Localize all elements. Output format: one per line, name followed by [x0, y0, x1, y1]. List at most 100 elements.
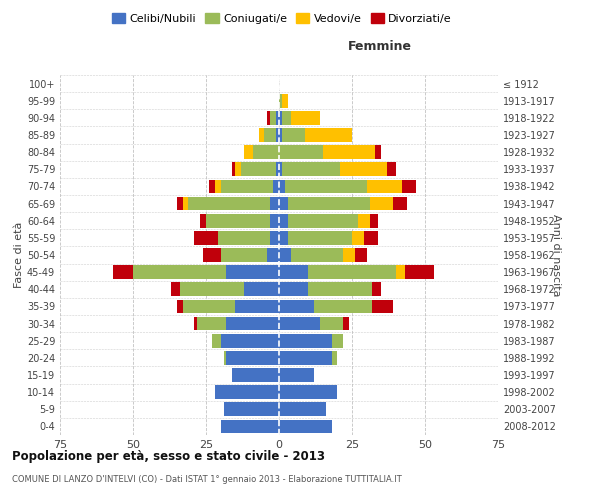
Bar [268, 248, 279, 262]
Bar [279, 111, 282, 124]
Bar [221, 180, 273, 194]
Bar [279, 300, 314, 314]
Bar [282, 111, 290, 124]
Bar [358, 214, 370, 228]
Bar [279, 351, 332, 364]
Bar [194, 231, 218, 244]
Bar [194, 316, 197, 330]
Bar [279, 128, 282, 142]
Bar [404, 266, 434, 279]
Bar [253, 146, 279, 159]
Bar [279, 162, 282, 176]
Bar [133, 266, 226, 279]
Bar [332, 334, 343, 347]
Legend: Celibi/Nubili, Coniugati/e, Vedovi/e, Divorziati/e: Celibi/Nubili, Coniugati/e, Vedovi/e, Di… [110, 10, 454, 26]
Bar [241, 162, 276, 176]
Bar [177, 196, 182, 210]
Bar [113, 266, 133, 279]
Bar [224, 402, 279, 416]
Bar [279, 334, 332, 347]
Bar [215, 386, 279, 399]
Bar [270, 196, 279, 210]
Bar [171, 282, 180, 296]
Bar [308, 266, 396, 279]
Bar [279, 196, 288, 210]
Bar [265, 128, 276, 142]
Bar [235, 162, 241, 176]
Bar [279, 266, 308, 279]
Bar [288, 214, 358, 228]
Bar [279, 214, 288, 228]
Bar [197, 316, 226, 330]
Bar [180, 282, 244, 296]
Bar [270, 231, 279, 244]
Bar [235, 300, 279, 314]
Bar [279, 248, 290, 262]
Bar [200, 214, 206, 228]
Bar [221, 248, 268, 262]
Y-axis label: Anni di nascita: Anni di nascita [551, 214, 561, 296]
Bar [279, 420, 332, 434]
Bar [268, 111, 270, 124]
Bar [273, 180, 279, 194]
Bar [290, 111, 320, 124]
Bar [323, 146, 376, 159]
Bar [279, 386, 337, 399]
Bar [221, 420, 279, 434]
Bar [373, 300, 393, 314]
Bar [182, 196, 188, 210]
Bar [396, 266, 404, 279]
Bar [244, 282, 279, 296]
Bar [226, 351, 279, 364]
Bar [355, 248, 367, 262]
Bar [308, 282, 373, 296]
Bar [364, 231, 378, 244]
Bar [177, 300, 182, 314]
Bar [226, 266, 279, 279]
Bar [224, 351, 226, 364]
Bar [282, 94, 288, 108]
Bar [343, 316, 349, 330]
Bar [340, 162, 387, 176]
Text: Popolazione per età, sesso e stato civile - 2013: Popolazione per età, sesso e stato civil… [12, 450, 325, 463]
Bar [376, 146, 381, 159]
Bar [232, 162, 235, 176]
Bar [288, 231, 352, 244]
Bar [212, 334, 221, 347]
Y-axis label: Fasce di età: Fasce di età [14, 222, 24, 288]
Bar [276, 162, 279, 176]
Bar [332, 351, 337, 364]
Bar [279, 316, 320, 330]
Bar [370, 196, 393, 210]
Bar [387, 162, 396, 176]
Bar [206, 214, 270, 228]
Bar [279, 94, 282, 108]
Bar [182, 300, 235, 314]
Bar [218, 231, 270, 244]
Bar [285, 180, 367, 194]
Bar [259, 128, 265, 142]
Bar [276, 111, 279, 124]
Text: Femmine: Femmine [348, 40, 412, 54]
Bar [232, 368, 279, 382]
Bar [270, 214, 279, 228]
Bar [282, 128, 305, 142]
Bar [288, 196, 370, 210]
Bar [367, 180, 401, 194]
Bar [203, 248, 221, 262]
Bar [276, 128, 279, 142]
Bar [279, 368, 314, 382]
Bar [370, 214, 378, 228]
Bar [290, 248, 343, 262]
Bar [305, 128, 352, 142]
Bar [279, 146, 323, 159]
Text: COMUNE DI LANZO D'INTELVI (CO) - Dati ISTAT 1° gennaio 2013 - Elaborazione TUTTI: COMUNE DI LANZO D'INTELVI (CO) - Dati IS… [12, 475, 402, 484]
Bar [188, 196, 270, 210]
Bar [215, 180, 221, 194]
Bar [279, 402, 326, 416]
Bar [279, 231, 288, 244]
Bar [221, 334, 279, 347]
Bar [209, 180, 215, 194]
Bar [352, 231, 364, 244]
Bar [401, 180, 416, 194]
